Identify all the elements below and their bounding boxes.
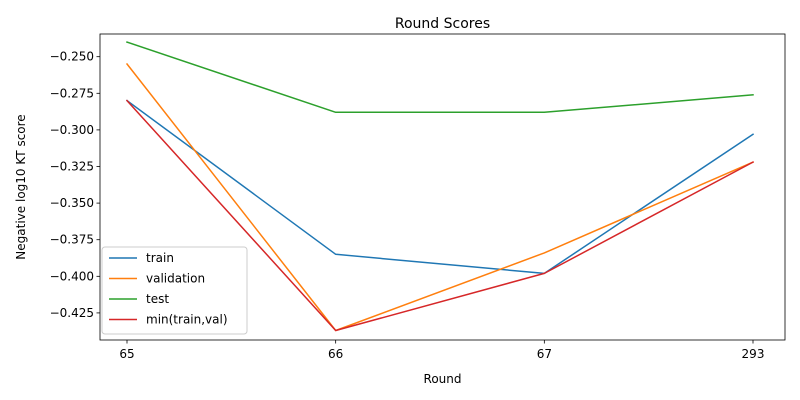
legend-label: test — [146, 292, 169, 306]
legend: train validation test min(train,val) — [101, 246, 248, 335]
x-tick-label: 65 — [119, 347, 134, 361]
y-tick-label: −0.425 — [50, 306, 94, 320]
legend-box — [101, 246, 248, 335]
y-tick-label: −0.250 — [50, 50, 94, 64]
chart-title: Round Scores — [395, 16, 490, 32]
x-tick-label: 67 — [537, 347, 552, 361]
x-axis: 65 66 67 293 — [119, 340, 764, 361]
y-tick-label: −0.275 — [50, 86, 94, 100]
x-axis-label: Round — [424, 372, 462, 386]
y-axis-label: Negative log10 KT score — [14, 114, 28, 259]
legend-label: validation — [146, 272, 205, 286]
series-line-1 — [125, 62, 754, 332]
y-tick-label: −0.325 — [50, 160, 94, 174]
series-line-0 — [125, 99, 755, 275]
y-tick-label: −0.375 — [50, 233, 94, 247]
plot-lines — [125, 41, 755, 332]
x-tick-label: 66 — [328, 347, 343, 361]
legend-label: min(train,val) — [146, 313, 228, 327]
y-tick-label: −0.400 — [50, 269, 94, 283]
series-line-3 — [125, 99, 755, 332]
series-line-2 — [126, 41, 754, 114]
plot-frame — [99, 33, 786, 341]
y-tick-label: −0.350 — [50, 196, 94, 210]
y-axis: −0.425 −0.400 −0.375 −0.350 −0.325 −0.300 −0.2… — [50, 50, 100, 320]
y-tick-label: −0.300 — [50, 123, 94, 137]
legend-label: train — [146, 251, 174, 265]
x-tick-label: 293 — [742, 347, 765, 361]
